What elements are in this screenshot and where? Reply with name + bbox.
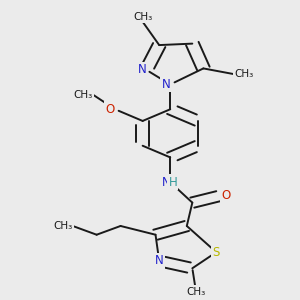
Text: N: N (138, 63, 146, 76)
Text: O: O (222, 189, 231, 202)
Text: CH₃: CH₃ (186, 286, 206, 297)
Text: CH₃: CH₃ (235, 69, 254, 79)
Text: N: N (155, 254, 164, 268)
Text: CH₃: CH₃ (133, 12, 152, 22)
Text: CH₃: CH₃ (53, 221, 73, 231)
Text: O: O (106, 103, 115, 116)
Text: N: N (161, 176, 170, 189)
Text: N: N (161, 78, 170, 91)
Text: H: H (168, 176, 177, 189)
Text: S: S (213, 246, 220, 259)
Text: CH₃: CH₃ (74, 90, 93, 100)
